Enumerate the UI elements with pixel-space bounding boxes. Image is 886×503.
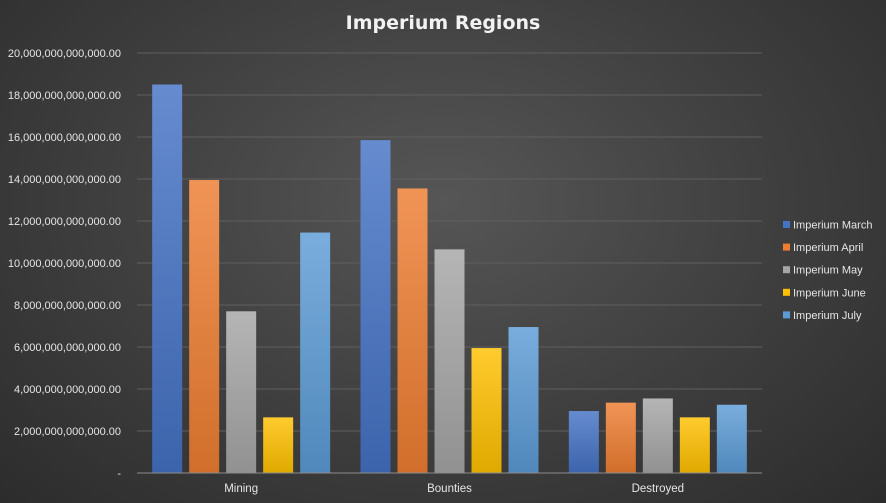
y-tick-label: 6,000,000,000,000.00 — [14, 342, 121, 354]
y-tick-label: 18,000,000,000,000.00 — [8, 90, 121, 102]
legend-swatch — [783, 311, 790, 319]
bar-bounties-imperium-july — [508, 327, 539, 473]
x-tick-label: Destroyed — [632, 483, 684, 495]
bar-destroyed-imperium-may — [642, 398, 673, 473]
legend-swatch — [783, 243, 790, 251]
y-tick-label: 16,000,000,000,000.00 — [8, 132, 121, 144]
bar-destroyed-imperium-march — [568, 411, 599, 473]
y-tick-label: 12,000,000,000,000.00 — [8, 216, 121, 228]
bars — [152, 84, 747, 474]
legend-label: Imperium July — [793, 310, 862, 322]
bar-bounties-imperium-march — [360, 140, 391, 473]
bar-mining-imperium-june — [263, 417, 294, 473]
x-axis-tick-labels: Mining Bounties Destroyed — [224, 483, 684, 495]
legend-swatch — [783, 288, 790, 296]
bar-bounties-imperium-june — [471, 348, 502, 473]
y-tick-label: 4,000,000,000,000.00 — [14, 384, 121, 396]
y-tick-label: 8,000,000,000,000.00 — [14, 300, 121, 312]
y-tick-label: 14,000,000,000,000.00 — [8, 174, 121, 186]
chart-title: Imperium Regions — [346, 12, 541, 34]
bar-mining-imperium-march — [152, 84, 183, 473]
x-tick-label: Bounties — [427, 483, 472, 495]
legend: Imperium March Imperium April Imperium May… — [783, 220, 872, 322]
legend-swatch — [783, 266, 790, 274]
legend-label: Imperium April — [793, 242, 863, 254]
bar-bounties-imperium-april — [397, 188, 428, 473]
y-tick-label: 10,000,000,000,000.00 — [8, 258, 121, 270]
bar-destroyed-imperium-july — [716, 404, 747, 473]
y-axis-tick-labels: - 2,000,000,000,000.00 4,000,000,000,000.0… — [8, 48, 122, 480]
bar-mining-imperium-july — [300, 232, 331, 473]
x-tick-label: Mining — [224, 483, 258, 495]
legend-label: Imperium May — [793, 265, 863, 277]
legend-label: Imperium June — [793, 287, 866, 299]
bar-destroyed-imperium-june — [679, 417, 710, 473]
y-tick-label: 20,000,000,000,000.00 — [8, 48, 121, 60]
bar-mining-imperium-may — [226, 311, 257, 473]
bar-destroyed-imperium-april — [605, 402, 636, 473]
legend-label: Imperium March — [793, 220, 872, 232]
bar-mining-imperium-april — [189, 180, 220, 474]
y-tick-label: - — [117, 468, 121, 480]
legend-swatch — [783, 221, 790, 228]
y-tick-label: 2,000,000,000,000.00 — [14, 426, 121, 438]
bar-bounties-imperium-may — [434, 249, 465, 473]
